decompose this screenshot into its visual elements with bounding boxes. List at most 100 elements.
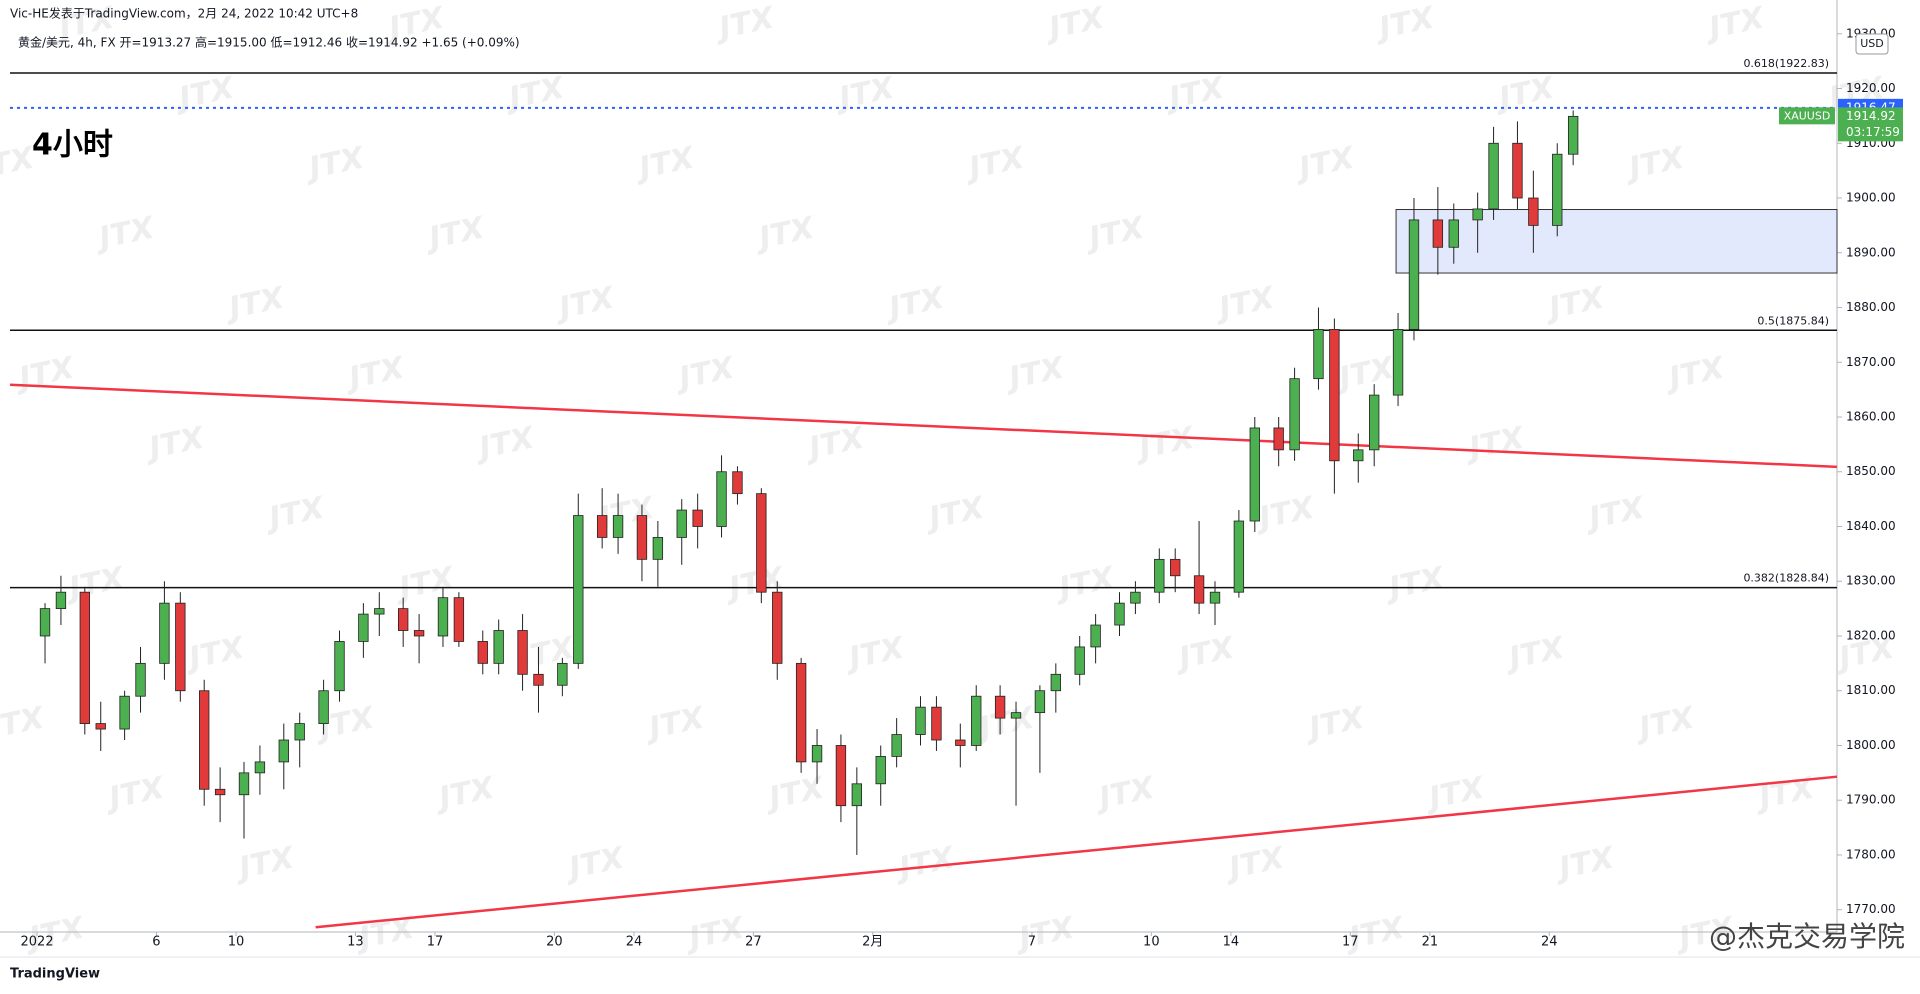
candle-body (971, 695, 982, 746)
watermark: JTX (301, 140, 369, 187)
watermark: JTX (261, 490, 329, 537)
x-tick-label: 10 (228, 935, 245, 950)
y-tick-label: 1880.00 (1846, 300, 1896, 314)
candle-body (318, 690, 329, 724)
candle-body (294, 723, 305, 741)
candle-body (199, 690, 210, 790)
watermark: JTX (831, 70, 899, 117)
watermark: JTX (141, 420, 209, 467)
y-tick-label: 1820.00 (1846, 628, 1896, 642)
candle-body (1567, 115, 1579, 155)
watermark: JTX (91, 210, 159, 257)
candle-body (437, 597, 449, 637)
watermark: JTX (1581, 490, 1649, 537)
candle-body (955, 739, 966, 746)
watermark: JTX (1701, 0, 1769, 47)
candle-body (915, 706, 926, 735)
chart-title: 4小时 (32, 128, 113, 163)
y-tick-label: 1840.00 (1846, 519, 1896, 533)
watermark: JTX (1081, 210, 1149, 257)
candle-body (1249, 427, 1260, 522)
candle-body (374, 608, 385, 615)
watermark: JTX (1501, 630, 1569, 677)
watermark: JTX (1551, 840, 1619, 887)
y-tick-label: 1770.00 (1846, 902, 1896, 916)
candle-body (95, 723, 106, 730)
candle-body (732, 471, 743, 495)
candle-body (413, 630, 425, 637)
watermark: JTX (681, 910, 749, 957)
watermark: JTX (1211, 280, 1279, 327)
candle-body (1130, 591, 1141, 604)
watermark: JTX (1001, 350, 1069, 397)
watermark: JTX (631, 140, 699, 187)
watermark: JTX (921, 490, 989, 537)
x-tick-label: 10 (1143, 935, 1160, 950)
candle-body (676, 509, 687, 538)
author-mark: @杰克交易学院 (1709, 920, 1905, 953)
watermark: JTX (421, 210, 489, 257)
candle-body (1432, 219, 1444, 248)
watermarks: JTX JTX JTX JTX JTX JTX JTX JTX JTX JTX JTX JTX JTX J… (0, 0, 1899, 957)
candle-body (398, 608, 409, 631)
candle-body (811, 745, 823, 763)
watermark: JTX (221, 280, 289, 327)
candle-body (1170, 558, 1181, 577)
brand: TradingView (10, 967, 100, 982)
candle-body (875, 756, 886, 785)
candle-body (1488, 142, 1499, 210)
watermark: JTX (1541, 280, 1609, 327)
candle-body (835, 745, 847, 807)
watermark: JTX (101, 770, 169, 817)
candle-body (1408, 219, 1420, 330)
watermark: JTX (1091, 770, 1159, 817)
watermark: JTX (711, 0, 779, 47)
fib-level-label: 0.382(1828.84) (1743, 572, 1829, 585)
candle-body (1193, 575, 1205, 604)
candle-body (159, 602, 170, 664)
y-tick-label: 1890.00 (1846, 245, 1896, 259)
watermark: JTX (1221, 840, 1289, 887)
candle-body (1233, 520, 1245, 593)
symbol-info: 黄金/美元, 4h, FX 开=1913.27 高=1915.00 低=1912… (18, 35, 520, 50)
watermark: JTX (1301, 700, 1369, 747)
candle-body (851, 783, 863, 807)
candle-body (1329, 329, 1340, 462)
candle-body (477, 641, 488, 664)
watermark: JTX (561, 840, 629, 887)
watermark: JTX (1381, 560, 1449, 607)
watermark: JTX (1011, 910, 1079, 957)
watermark: JTX (391, 560, 459, 607)
candle-body (1552, 153, 1563, 226)
watermark: JTX (1251, 490, 1319, 537)
symbol-tag (1779, 107, 1835, 125)
watermark: JTX (1161, 70, 1229, 117)
x-tick-label: 20 (546, 935, 563, 950)
watermark: JTX (1041, 0, 1109, 47)
source-text: Vic-HE发表于TradingView.com，2月 24, 2022 10:… (10, 6, 358, 21)
candle-body (772, 591, 783, 664)
candle-body (1154, 558, 1165, 593)
candle-body (1369, 394, 1380, 451)
candle-body (278, 739, 289, 763)
x-tick-label: 2月 (862, 935, 883, 950)
price-tag-label: 1914.92 (1846, 109, 1896, 123)
watermark: JTX (501, 70, 569, 117)
candle-body (533, 673, 544, 686)
fib-level-label: 0.5(1875.84) (1757, 314, 1829, 327)
watermark: JTX (1751, 770, 1819, 817)
zone (1395, 209, 1838, 274)
candle-body (652, 537, 664, 560)
y-tick-label: 1870.00 (1846, 355, 1896, 369)
candle-body (1273, 427, 1284, 451)
watermark: JTX (671, 350, 739, 397)
candle-body (334, 641, 345, 692)
candle-body (453, 597, 465, 642)
watermark: JTX (0, 700, 49, 747)
candle-body (994, 695, 1006, 719)
candle-body (636, 515, 648, 560)
candle-body (1114, 602, 1125, 626)
watermark: JTX (1371, 0, 1439, 47)
candle-body (931, 706, 942, 741)
candle-body (214, 788, 226, 796)
